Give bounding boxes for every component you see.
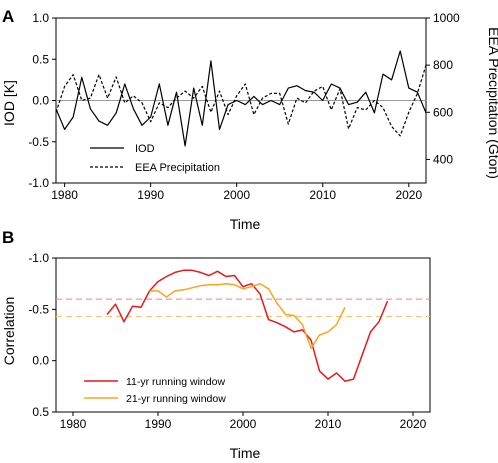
x-tick-label: 1980 — [51, 188, 78, 202]
panel-a-xlabel: Time — [230, 216, 261, 232]
x-tick-label: 2010 — [315, 417, 342, 431]
y2-tick-label: 800 — [433, 58, 453, 72]
y-tick-label: 0.5 — [32, 405, 49, 419]
eea-precipitation-series-line — [55, 64, 427, 137]
y-tick-label: 0.0 — [32, 354, 49, 368]
x-tick-label: 2020 — [395, 188, 422, 202]
y2-tick-label: 1000 — [433, 11, 460, 25]
panel-a-legend: IOD EEA Precipitation — [90, 143, 220, 174]
legend-label-iod: IOD — [135, 143, 155, 155]
x-tick-label: 2000 — [223, 188, 250, 202]
x-tick-label: 2010 — [309, 188, 336, 202]
panel-b-legend: 11-yr running window 21-yr running windo… — [84, 376, 226, 405]
x-tick-label: 2020 — [400, 417, 427, 431]
running-window-11yr-line — [106, 269, 389, 382]
x-tick-label: 1990 — [137, 188, 164, 202]
panel-b-xlabel: Time — [230, 445, 261, 461]
panel-b-frame — [55, 257, 431, 413]
y2-tick-label: 600 — [433, 105, 453, 119]
y-tick-label: -0.5 — [28, 135, 49, 149]
panel-a-y2label: EEA Precipitation (Gton) — [486, 27, 498, 179]
legend-label-11yr: 11-yr running window — [126, 376, 225, 388]
panel-b-ylabel: Correlation — [1, 297, 17, 365]
panel-b-label: B — [2, 228, 14, 247]
x-tick-label: 1990 — [145, 417, 172, 431]
y-tick-label: -1.0 — [28, 251, 49, 265]
y-tick-label: 1.0 — [32, 11, 49, 25]
y-tick-label: 0.0 — [32, 94, 49, 108]
x-tick-label: 2000 — [230, 417, 257, 431]
y2-tick-label: 400 — [433, 152, 453, 166]
legend-label-21yr: 21-yr running window — [126, 393, 226, 405]
iod-series-line — [55, 50, 427, 147]
y-tick-label: 0.5 — [32, 52, 49, 66]
panel-a-ylabel: IOD [K] — [1, 80, 17, 126]
y-tick-label: -1.0 — [28, 176, 49, 190]
x-tick-label: 1980 — [60, 417, 87, 431]
panel-a: A 1980 1990 2000 2010 2020 -1.0 -0.5 0.0 0.5 1.0 4… — [1, 7, 498, 232]
panel-a-label: A — [2, 7, 14, 26]
panel-b: B 1980 1990 2000 2010 2020 -1.0 -0.5 0.0 0.5 11-… — [1, 228, 431, 461]
running-window-21yr-line — [149, 282, 346, 350]
y-tick-label: -0.5 — [28, 302, 49, 316]
legend-label-precip: EEA Precipitation — [135, 162, 220, 174]
